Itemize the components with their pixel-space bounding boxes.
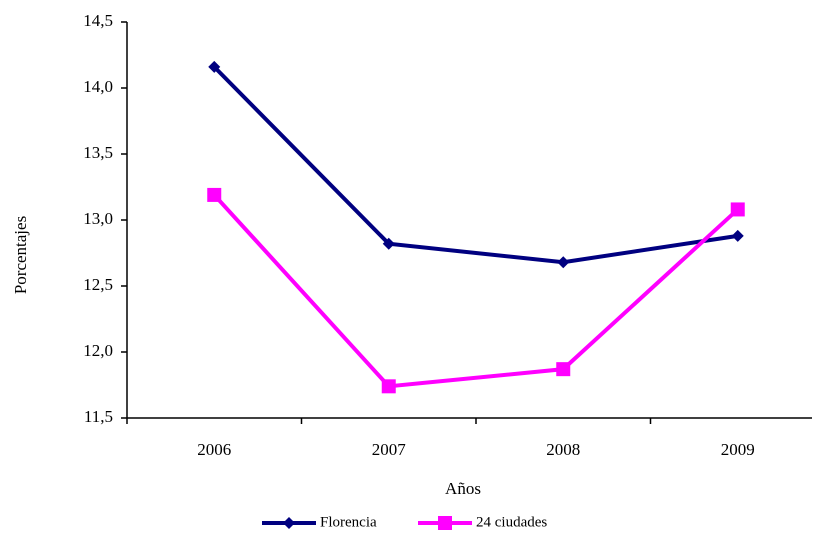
x-tick-label: 2009 <box>721 440 755 459</box>
y-axis-label: Porcentajes <box>11 216 30 294</box>
x-tick-label: 2007 <box>372 440 407 459</box>
legend-marker <box>283 517 295 529</box>
point <box>382 237 395 250</box>
y-tick-label: 12,0 <box>83 341 113 360</box>
legend-label: 24 ciudades <box>476 514 547 530</box>
y-tick-label: 11,5 <box>84 407 113 426</box>
point <box>557 256 570 269</box>
y-tick-label: 13,5 <box>83 143 113 162</box>
point <box>731 229 744 242</box>
y-tick-label: 14,5 <box>83 11 113 30</box>
x-axis-label: Años <box>445 479 481 498</box>
legend-label: Florencia <box>320 514 377 530</box>
point <box>381 379 396 394</box>
point <box>207 187 222 202</box>
x-tick-label: 2006 <box>197 440 231 459</box>
point <box>556 362 571 377</box>
legend-marker <box>438 516 452 530</box>
y-tick-label: 12,5 <box>83 275 113 294</box>
series-line <box>212 65 739 265</box>
x-tick-label: 2008 <box>546 440 580 459</box>
point <box>730 202 745 217</box>
series-line <box>212 193 740 389</box>
point <box>208 60 221 73</box>
y-tick-label: 14,0 <box>83 77 113 96</box>
y-tick-label: 13,0 <box>83 209 113 228</box>
